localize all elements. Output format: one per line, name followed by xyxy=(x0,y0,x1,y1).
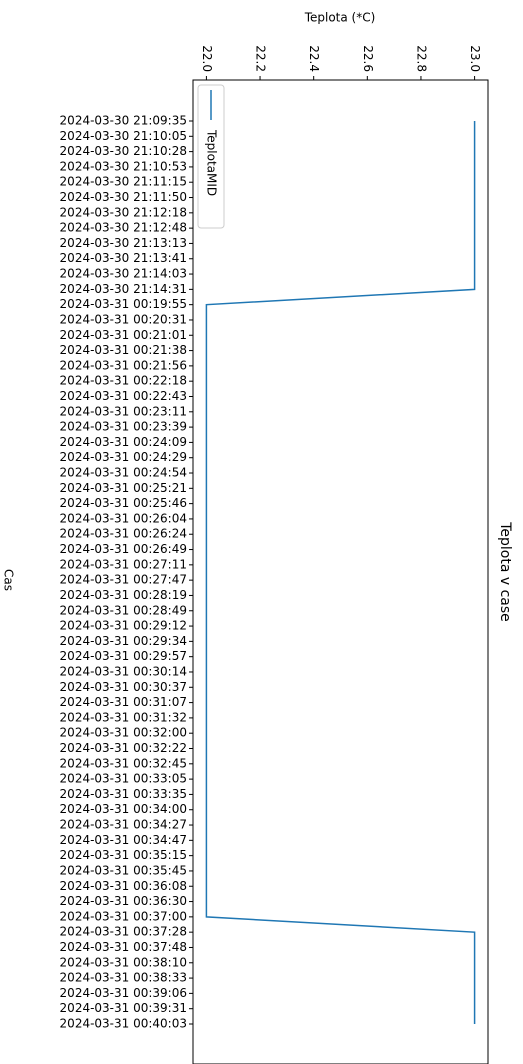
y-tick-label: 22.8 xyxy=(414,45,428,72)
x-tick-label: 2024-03-31 00:20:31 xyxy=(60,312,187,326)
x-tick-label: 2024-03-31 00:30:37 xyxy=(60,680,187,694)
x-tick-label: 2024-03-31 00:32:00 xyxy=(60,726,187,740)
x-tick-label: 2024-03-31 00:32:22 xyxy=(60,741,187,755)
plot-frame xyxy=(192,79,489,1064)
y-tick-label: 22.6 xyxy=(361,45,375,72)
x-tick-label: 2024-03-31 00:30:14 xyxy=(60,664,187,678)
x-tick-label: 2024-03-31 00:25:21 xyxy=(60,481,187,495)
x-tick-label: 2024-03-31 00:37:28 xyxy=(60,925,187,939)
x-tick-label: 2024-03-30 21:13:41 xyxy=(60,251,187,265)
category-axis-label: Cas xyxy=(2,569,16,591)
x-tick-label: 2024-03-31 00:22:43 xyxy=(60,389,187,403)
x-tick-label: 2024-03-31 00:38:10 xyxy=(60,955,187,969)
x-tick-label: 2024-03-31 00:35:15 xyxy=(60,848,187,862)
y-tick-label: 23.0 xyxy=(468,45,482,72)
x-tick-label: 2024-03-31 00:33:05 xyxy=(60,772,187,786)
x-tick-label: 2024-03-31 00:35:45 xyxy=(60,863,187,877)
x-tick-label: 2024-03-31 00:36:30 xyxy=(60,894,187,908)
x-tick-label: 2024-03-31 00:27:47 xyxy=(60,573,187,587)
y-tick-label: 22.2 xyxy=(254,45,268,72)
x-tick-label: 2024-03-31 00:28:49 xyxy=(60,603,187,617)
x-tick-label: 2024-03-31 00:29:12 xyxy=(60,619,187,633)
x-tick-label: 2024-03-31 00:39:06 xyxy=(60,986,187,1000)
x-tick-label: 2024-03-30 21:13:13 xyxy=(60,236,187,250)
x-tick-label: 2024-03-31 00:19:55 xyxy=(60,297,187,311)
x-tick-label: 2024-03-31 00:23:11 xyxy=(60,404,187,418)
y-tick-label: 22.0 xyxy=(200,45,214,72)
x-tick-label: 2024-03-31 00:28:19 xyxy=(60,588,187,602)
x-tick-label: 2024-03-31 00:25:46 xyxy=(60,496,187,510)
x-tick-label: 2024-03-31 00:23:39 xyxy=(60,420,187,434)
x-tick-label: 2024-03-31 00:26:24 xyxy=(60,527,187,541)
x-tick-label: 2024-03-31 00:27:11 xyxy=(60,557,187,571)
x-tick-label: 2024-03-30 21:12:48 xyxy=(60,221,187,235)
x-tick-label: 2024-03-30 21:12:18 xyxy=(60,205,187,219)
x-tick-label: 2024-03-31 00:26:04 xyxy=(60,511,187,525)
legend-label: TeplotaMID xyxy=(205,129,219,196)
data-line xyxy=(205,121,476,1024)
x-tick-label: 2024-03-31 00:22:18 xyxy=(60,374,187,388)
x-tick-label: 2024-03-31 00:34:27 xyxy=(60,818,187,832)
x-tick-label: 2024-03-31 00:36:08 xyxy=(60,879,187,893)
x-tick-label: 2024-03-31 00:24:29 xyxy=(60,450,187,464)
x-tick-label: 2024-03-31 00:40:03 xyxy=(60,1016,187,1030)
x-tick-label: 2024-03-31 00:32:45 xyxy=(60,756,187,770)
x-tick-label: 2024-03-30 21:11:15 xyxy=(60,175,187,189)
x-tick-label: 2024-03-30 21:11:50 xyxy=(60,190,187,204)
x-tick-label: 2024-03-31 00:37:48 xyxy=(60,940,187,954)
x-tick-label: 2024-03-31 00:29:34 xyxy=(60,634,187,648)
x-tick-label: 2024-03-31 00:37:00 xyxy=(60,909,187,923)
x-tick-label: 2024-03-30 21:10:28 xyxy=(60,144,187,158)
x-tick-label: 2024-03-31 00:31:07 xyxy=(60,695,187,709)
x-tick-label: 2024-03-30 21:14:31 xyxy=(60,282,187,296)
x-tick-label: 2024-03-31 00:29:57 xyxy=(60,649,187,663)
x-tick-label: 2024-03-31 00:24:09 xyxy=(60,435,187,449)
x-tick-label: 2024-03-31 00:33:35 xyxy=(60,787,187,801)
x-tick-label: 2024-03-31 00:38:33 xyxy=(60,971,187,985)
x-tick-label: 2024-03-31 00:39:31 xyxy=(60,1001,187,1015)
x-tick-label: 2024-03-30 21:14:03 xyxy=(60,267,187,281)
x-tick-label: 2024-03-31 00:26:49 xyxy=(60,542,187,556)
x-tick-label: 2024-03-30 21:10:05 xyxy=(60,129,187,143)
x-tick-label: 2024-03-31 00:24:54 xyxy=(60,466,187,480)
x-tick-label: 2024-03-31 00:34:47 xyxy=(60,833,187,847)
value-axis-label: Teplota (*C) xyxy=(304,11,376,25)
x-tick-label: 2024-03-31 00:34:00 xyxy=(60,802,187,816)
x-tick-label: 2024-03-30 21:09:35 xyxy=(60,114,187,128)
y-tick-label: 22.4 xyxy=(307,45,321,72)
x-tick-label: 2024-03-31 00:21:56 xyxy=(60,358,187,372)
x-tick-label: 2024-03-30 21:10:53 xyxy=(60,159,187,173)
x-tick-label: 2024-03-31 00:21:38 xyxy=(60,343,187,357)
x-tick-label: 2024-03-31 00:21:01 xyxy=(60,328,187,342)
x-tick-label: 2024-03-31 00:31:32 xyxy=(60,710,187,724)
chart-title: Teplota v case xyxy=(497,521,513,622)
legend-box xyxy=(197,84,225,229)
